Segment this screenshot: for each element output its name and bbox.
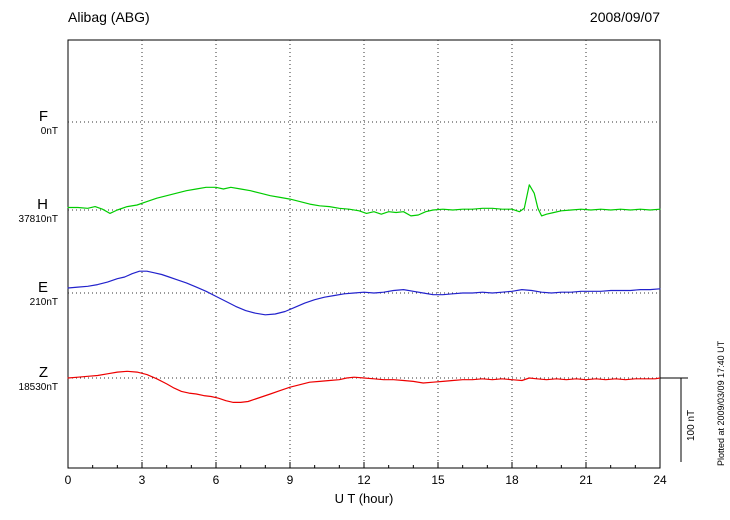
scale-bar-label: 100 nT	[686, 410, 697, 441]
x-axis-label: U T (hour)	[335, 491, 394, 506]
x-tick-6: 6	[213, 473, 220, 487]
x-tick-18: 18	[505, 473, 519, 487]
x-tick-0: 0	[65, 473, 72, 487]
series-F-name: F	[39, 108, 48, 125]
plotted-note: Plotted at 2009/03/09 17:40 UT	[716, 340, 726, 466]
x-tick-21: 21	[579, 473, 593, 487]
plot-layer	[67, 40, 688, 468]
x-tick-3: 3	[139, 473, 146, 487]
date-label: 2008/09/07	[590, 9, 660, 25]
series-H-name: H	[37, 196, 48, 213]
trace-Z	[67, 370, 661, 403]
x-tick-9: 9	[287, 473, 294, 487]
x-tick-24: 24	[653, 473, 667, 487]
series-Z-name: Z	[39, 364, 48, 381]
trace-E	[67, 270, 661, 316]
series-E-baseline-label: 210nT	[30, 297, 58, 308]
series-F-baseline-label: 0nT	[41, 126, 58, 137]
station-title: Alibag (ABG)	[68, 9, 150, 25]
series-E-name: E	[38, 279, 48, 296]
trace-H	[67, 184, 661, 217]
series-H-baseline-label: 37810nT	[19, 214, 58, 225]
series-Z-baseline-label: 18530nT	[19, 382, 58, 393]
x-tick-12: 12	[357, 473, 371, 487]
x-tick-15: 15	[431, 473, 445, 487]
